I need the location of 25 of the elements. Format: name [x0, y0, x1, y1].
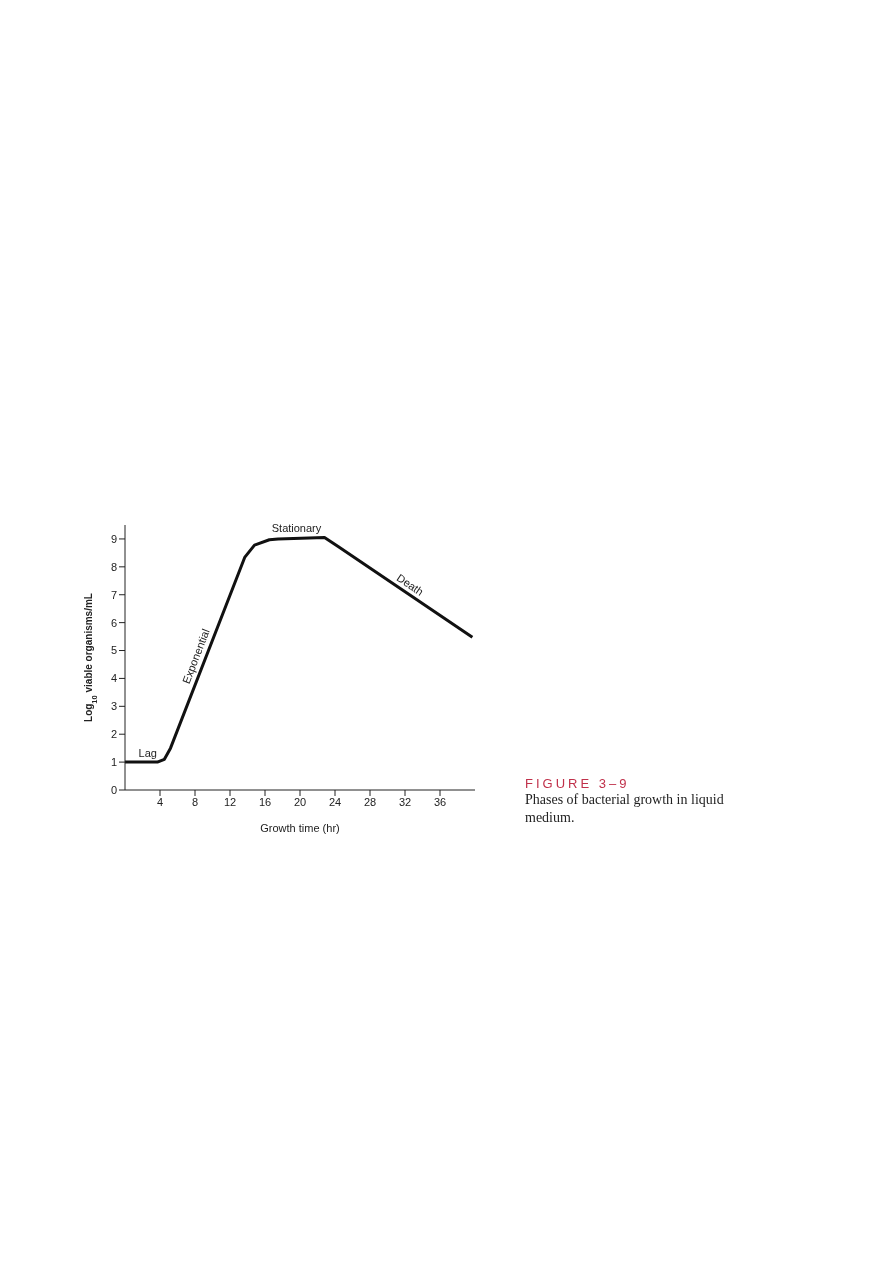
- annotation: Lag: [138, 746, 157, 759]
- y-tick-label: 9: [110, 532, 117, 545]
- x-tick-label: 16: [258, 795, 272, 808]
- x-tick-label: 4: [156, 795, 164, 808]
- y-tick-label: 3: [110, 700, 117, 713]
- line-series: [125, 536, 474, 764]
- y-tick-label: 6: [110, 616, 117, 629]
- x-axis-title: Growth time (hr): [260, 822, 340, 834]
- y-tick-label: 5: [110, 644, 117, 657]
- x-tick-label: 24: [328, 795, 342, 808]
- annotation: Stationary: [271, 521, 322, 534]
- x-tick-label: 8: [191, 795, 199, 808]
- x-tick-label: 28: [363, 795, 377, 808]
- y-tick-label: 1: [110, 756, 117, 769]
- x-tick-label: 36: [433, 795, 447, 808]
- y-tick-label: 2: [110, 728, 117, 741]
- y-tick-label: 0: [110, 783, 117, 796]
- x-tick-label: 20: [293, 795, 307, 808]
- y-tick-label: 4: [110, 672, 117, 685]
- caption: FIGURE 3–9: [525, 776, 631, 791]
- y-tick-label: 8: [110, 560, 117, 573]
- x-tick-label: 32: [398, 795, 412, 808]
- text: Phases of bacterial growth in liquid medium.: [525, 791, 725, 827]
- x-tick-label: 12: [223, 795, 237, 808]
- y-tick-label: 7: [110, 588, 117, 601]
